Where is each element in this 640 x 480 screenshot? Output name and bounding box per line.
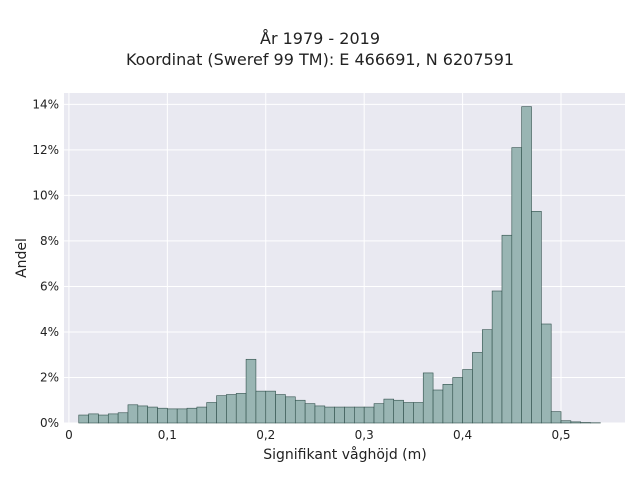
y-tick-label: 4% [40,325,59,339]
histogram-bar [422,372,434,424]
histogram-bar [570,421,582,424]
histogram-bar [78,414,89,424]
histogram-bar [294,399,306,424]
chart-subtitle: Koordinat (Sweref 99 TM): E 466691, N 62… [125,50,515,69]
histogram-bar [550,411,562,424]
histogram-bar [393,399,404,424]
y-axis-label: Andel [14,238,30,278]
histogram-bar [304,403,316,424]
histogram-bar [176,408,188,424]
histogram-bar [363,406,375,424]
x-tick-label: 0 [65,428,73,442]
histogram-bar [442,384,454,424]
histogram-bar [137,405,148,424]
x-tick-label: 0,5 [551,428,570,442]
x-tick-label: 0,1 [158,428,177,442]
chart-title-block: År 1979 - 2019 Koordinat (Sweref 99 TM):… [0,28,640,70]
histogram-bar [472,352,483,424]
histogram-bar [245,358,257,424]
histogram-bar [491,290,503,424]
histogram-bar [344,406,355,424]
y-tick-label: 0% [40,416,59,430]
x-axis-label: Signifikant våghöjd (m) [263,447,427,463]
y-tick-label: 14% [32,97,59,111]
histogram-bar [255,390,267,424]
histogram-bar [285,396,296,424]
x-tick-label: 0,3 [355,428,374,442]
histogram-bar [157,407,168,424]
x-tick-label: 0,4 [453,428,472,442]
histogram-bar [216,395,227,424]
histogram-bar [541,323,552,424]
y-tick-label: 6% [40,279,59,293]
histogram-bar [501,234,513,424]
histogram-bar [265,390,276,424]
histogram-bar [186,407,198,424]
histogram-bar [275,394,286,424]
histogram-bar [88,413,99,424]
y-tick-label: 8% [40,234,59,248]
histogram-bar [560,420,572,424]
y-tick-label: 10% [32,188,59,202]
histogram-bar [107,413,119,424]
chart-title: År 1979 - 2019 [260,29,380,48]
histogram-bar [226,394,237,424]
histogram-bar [432,389,444,424]
histogram-bar [413,402,424,424]
histogram-bar [521,106,532,424]
histogram-bar [383,398,395,424]
histogram-bar [98,414,109,424]
histogram-bar [196,406,208,424]
histogram-bar [373,403,385,424]
histogram-bar [511,147,522,424]
histogram-bar [117,412,129,424]
histogram-bar [334,406,345,424]
histogram-bar [206,402,217,424]
histogram-bar [452,377,463,424]
histogram-bar [354,406,365,424]
y-tick-label: 12% [32,143,59,157]
histogram-bar [235,393,247,424]
histogram-bar [314,405,326,424]
x-tick-label: 0,2 [256,428,275,442]
histogram-bar [403,402,414,424]
y-tick-label: 2% [40,370,59,384]
histogram-bar [324,406,335,424]
histogram-bar [127,404,139,424]
histogram-bar [147,406,158,424]
histogram-bar [531,211,542,424]
histogram-bar [481,329,493,424]
histogram-bar [167,408,178,424]
histogram-bar [462,369,473,424]
